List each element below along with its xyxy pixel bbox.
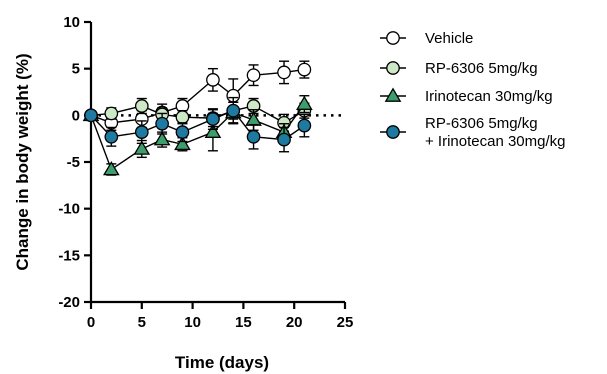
data-point — [133, 140, 151, 155]
data-point — [206, 73, 220, 87]
x-tick-label: 20 — [286, 314, 303, 331]
data-point — [84, 108, 98, 123]
data-point — [155, 116, 169, 131]
data-point — [175, 110, 190, 125]
data-point — [246, 129, 261, 144]
data-point — [104, 129, 119, 144]
legend-entry-2: RP-6306 5mg/kg — [380, 60, 538, 77]
data-point — [297, 118, 312, 133]
data-point — [174, 135, 191, 151]
data-point — [134, 99, 149, 113]
y-tick-label: -5 — [67, 154, 80, 171]
y-tick-label: 10 — [63, 14, 80, 31]
data-point — [297, 62, 312, 77]
legend-label: + Irinotecan 30mg/kg — [425, 133, 566, 150]
data-point — [175, 125, 190, 139]
legend: Vehicle RP-6306 5mg/kg Irinotecan 30mg/kg R… — [380, 30, 566, 150]
series-line — [90, 103, 305, 171]
x-tick-label: 10 — [184, 314, 201, 331]
series-4 — [84, 96, 312, 153]
legend-entry-3: Irinotecan 30mg/kg — [380, 87, 553, 105]
legend-entry-1: Vehicle — [380, 30, 473, 47]
data-point — [296, 95, 313, 110]
legend-marker — [386, 61, 400, 75]
data-point — [206, 112, 220, 126]
axes: 10 5 0 -5 -10 -15 -20 0 5 10 15 20 25 Time (days) Chan… — [13, 14, 353, 372]
data-point — [226, 103, 241, 118]
x-tick-label: 0 — [87, 314, 95, 331]
data-point — [277, 132, 291, 147]
plot-area — [82, 60, 345, 176]
y-tick-label: -10 — [58, 201, 80, 218]
legend-marker — [386, 125, 400, 139]
legend-marker — [384, 87, 402, 102]
data-point — [134, 125, 149, 139]
series-1 — [84, 60, 312, 131]
series-line — [90, 68, 305, 124]
y-tick-label: 0 — [72, 107, 80, 124]
x-tick-label: 5 — [138, 314, 146, 331]
data-point — [277, 65, 291, 80]
data-point — [104, 106, 119, 121]
legend-entry-4: RP-6306 5mg/kg+ Irinotecan 30mg/kg — [380, 115, 566, 150]
legend-label: Irinotecan 30mg/kg — [425, 88, 553, 105]
data-point — [153, 131, 171, 146]
y-tick-label: 5 — [72, 61, 80, 78]
legend-marker — [386, 31, 400, 45]
legend-label: Vehicle — [425, 30, 473, 47]
data-point — [246, 68, 261, 83]
y-axis-title: Change in body weight (%) — [13, 53, 32, 270]
y-tick-label: -15 — [58, 247, 80, 264]
y-tick-label: -20 — [58, 294, 80, 311]
series-line — [90, 105, 305, 124]
x-tick-label: 15 — [235, 314, 252, 331]
series-line — [90, 109, 305, 141]
legend-label: RP-6306 5mg/kg — [425, 115, 538, 132]
x-tick-label: 25 — [337, 314, 354, 331]
data-point — [102, 160, 120, 176]
data-point — [204, 123, 222, 138]
x-axis-title: Time (days) — [175, 353, 269, 372]
legend-label: RP-6306 5mg/kg — [425, 60, 538, 77]
